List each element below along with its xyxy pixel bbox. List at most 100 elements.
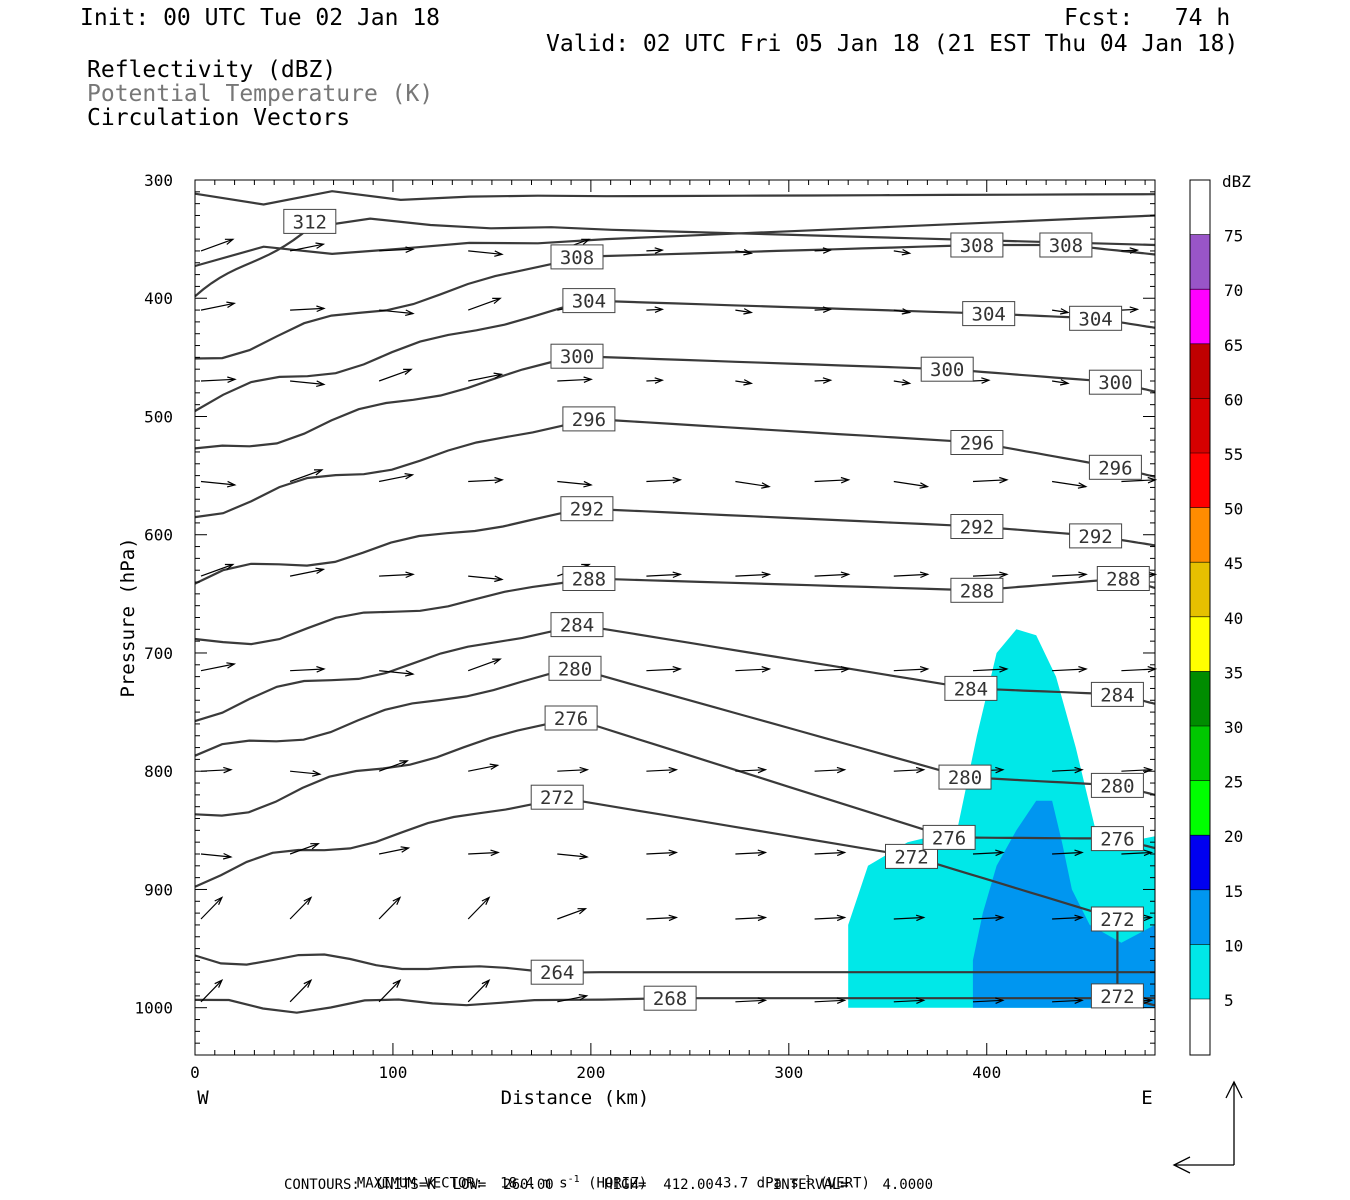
circulation-vector — [646, 306, 665, 313]
circulation-vector — [200, 896, 224, 920]
circulation-vector — [467, 297, 502, 311]
circulation-vector — [646, 766, 679, 774]
contour-value: 304 — [1078, 308, 1112, 330]
forecast-hour: Fcst: 74 h — [1064, 5, 1231, 31]
contour-label-268: 268 — [643, 985, 697, 1011]
circulation-vector — [379, 309, 415, 316]
colorbar-swatch — [1190, 999, 1210, 1054]
colorbar-swatch — [1190, 453, 1210, 508]
circulation-vector — [646, 914, 679, 922]
west-label: W — [197, 1087, 209, 1109]
circulation-vector — [814, 476, 851, 484]
colorbar-level-label: 55 — [1224, 445, 1243, 464]
circulation-vector — [1121, 247, 1140, 254]
colorbar-swatch — [1190, 343, 1210, 399]
contour-label-272: 272 — [530, 784, 584, 810]
circulation-vector — [972, 914, 1005, 922]
contour-value: 300 — [1098, 372, 1132, 394]
circulation-vector — [735, 571, 772, 579]
circulation-vector — [1052, 766, 1084, 774]
y-tick-label: 700 — [144, 644, 173, 663]
contour-value: 300 — [560, 346, 594, 368]
contour-label-288: 288 — [1096, 566, 1150, 591]
circulation-vector — [468, 372, 504, 382]
circulation-vector — [893, 308, 912, 315]
circulation-vector — [646, 849, 679, 857]
contour-label-308: 308 — [1039, 232, 1093, 258]
circulation-vector — [290, 666, 326, 673]
contour-value: 272 — [540, 787, 574, 809]
circulation-vector — [814, 914, 847, 922]
contour-value: 284 — [954, 678, 988, 700]
circulation-vector — [972, 666, 1009, 673]
circulation-vector — [814, 666, 851, 673]
contour-value: 264 — [540, 962, 574, 984]
axis-text: 300 400 500 600 700 800 900 1000 0 100 200 300 400 Di… — [117, 171, 1153, 1109]
horiz-tag: (HORIZ) — [588, 1175, 648, 1192]
circulation-vector — [379, 571, 415, 579]
circulation-vector — [289, 567, 326, 577]
circulation-vector — [290, 380, 326, 387]
max-vector-footer: MAXIMUM VECTOR: 18.4 m s-1 (HORIZ) 43.7 … — [340, 1158, 870, 1192]
contour-label-296: 296 — [562, 406, 616, 432]
circulation-vector — [1121, 306, 1140, 313]
circulation-vector — [200, 662, 237, 672]
circulation-vector — [378, 368, 413, 382]
colorbar-swatch — [1190, 726, 1210, 781]
theta-288-contour — [194, 577, 1156, 646]
contour-label-280: 280 — [1090, 772, 1144, 798]
max-vector-label: MAXIMUM VECTOR: — [356, 1175, 484, 1192]
contour-value: 276 — [554, 708, 588, 730]
circulation-vector — [735, 766, 768, 774]
circulation-vector — [378, 473, 415, 483]
colorbar-swatch — [1190, 562, 1210, 617]
colorbar-swatch — [1190, 180, 1210, 235]
contour-value: 272 — [894, 846, 928, 868]
contour-label-300: 300 — [550, 343, 604, 369]
field-reflectivity: Reflectivity (dBZ) — [87, 57, 337, 83]
circulation-vector — [200, 852, 233, 860]
field-potential-temperature: Potential Temperature (K) — [87, 81, 434, 107]
circulation-vector — [379, 246, 415, 253]
colorbar-level-label: 15 — [1224, 882, 1243, 901]
circulation-vector — [735, 914, 768, 922]
circulation-vector — [379, 670, 415, 677]
circulation-vector — [735, 666, 772, 673]
circulation-vector — [468, 476, 504, 484]
contour-label-284: 284 — [944, 675, 998, 701]
contour-label-308: 308 — [950, 232, 1004, 258]
vert-exponent: -1 — [798, 1174, 811, 1185]
contour-label-280: 280 — [548, 655, 602, 681]
circulation-vector — [557, 994, 589, 1003]
circulation-vector — [972, 997, 1005, 1004]
circulation-vector — [893, 666, 930, 673]
contour-value: 304 — [572, 291, 606, 313]
colorbar-level-label: 10 — [1224, 936, 1243, 955]
circulation-vector — [735, 308, 754, 315]
circulation-vector — [1121, 666, 1158, 673]
circulation-vector — [467, 979, 491, 1003]
max-vector-horiz: 18.4 m s — [500, 1175, 568, 1192]
contour-value: 308 — [560, 247, 594, 269]
colorbar: 75 70 65 60 55 50 45 40 35 30 25 20 15 10 5 dBZ — [1189, 172, 1251, 1056]
colorbar-level-label: 35 — [1224, 663, 1243, 682]
circulation-vector — [735, 480, 771, 489]
contour-label-284: 284 — [1090, 681, 1144, 707]
colorbar-swatch — [1190, 507, 1210, 563]
circulation-vector — [289, 896, 313, 920]
contour-value: 292 — [570, 499, 604, 521]
circulation-vector — [1052, 914, 1084, 922]
circulation-vector — [290, 770, 322, 777]
contour-value: 308 — [1049, 235, 1083, 257]
circulation-vector — [893, 379, 912, 386]
circulation-vector — [468, 250, 504, 257]
circulation-vector — [557, 376, 593, 383]
contour-label-280: 280 — [938, 764, 992, 790]
theta-320-contour — [194, 190, 1156, 206]
theta-312-contour — [194, 217, 1156, 298]
circulation-vector — [200, 480, 237, 488]
contour-label-276: 276 — [1090, 826, 1144, 852]
contours-footer: CONTOURS: UNITS=K LOW= 260.00 HIGH= 412.… — [284, 1177, 934, 1193]
theta-296-contour — [194, 417, 1156, 519]
